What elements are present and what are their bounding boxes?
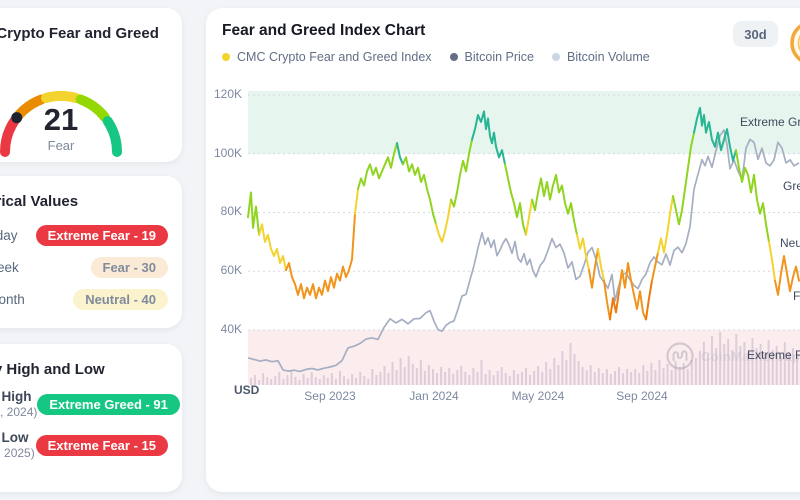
status-badge: Fear - 30 (90, 256, 168, 278)
gauge-arc (0, 91, 122, 158)
gauge-card-title: CMC Crypto Fear and Greed Index (0, 25, 159, 42)
historical-values-card: Historical Values Yesterday Extreme Fear… (0, 176, 182, 328)
legend-dot-icon (222, 53, 230, 61)
reward-badge-icon[interactable]: 1 (777, 15, 800, 73)
yearly-high-low-card: Yearly High and Low Yearly High (Nov 22,… (0, 344, 182, 492)
yearly-row-label: Yearly Low (Apr 06, 2025) (0, 430, 35, 461)
chart-legend: CMC Crypto Fear and Greed Index Bitcoin … (222, 50, 800, 64)
fear-greed-chart-card: Fear and Greed Index Chart CMC Crypto Fe… (206, 8, 800, 492)
historical-row-label: Yesterday (0, 227, 18, 243)
yearly-row: Yearly Low (Apr 06, 2025) Extreme Fear -… (0, 430, 168, 461)
legend-item-bitcoin-volume[interactable]: Bitcoin Volume (552, 50, 650, 64)
fear-greed-price-chart[interactable] (212, 85, 800, 425)
yearly-row-date: (Apr 06, 2025) (0, 445, 35, 460)
status-badge: Neutral - 40 (73, 288, 168, 310)
legend-dot-icon (449, 53, 458, 61)
chart-title: Fear and Greed Index Chart (222, 22, 426, 39)
legend-item-fear-greed-index[interactable]: CMC Crypto Fear and Greed Index (222, 50, 432, 64)
gauge-sentiment-label: Fear (47, 138, 75, 154)
historical-row-label: Last week (0, 259, 19, 275)
fear-greed-gauge-card: CMC Crypto Fear and Greed Index 21 Fear (0, 8, 182, 162)
historical-values-title: Historical Values (0, 193, 79, 210)
historical-row: Last month Neutral - 40 (0, 287, 168, 311)
status-badge: Extreme Fear - 19 (35, 224, 168, 246)
fear-greed-gauge: 21 Fear (0, 72, 136, 167)
legend-dot-icon (552, 53, 561, 61)
gauge-value: 21 (43, 102, 79, 138)
historical-row-label: Last month (0, 291, 25, 307)
status-badge: Extreme Fear - 15 (35, 434, 168, 456)
legend-item-bitcoin-price[interactable]: Bitcoin Price (449, 50, 534, 64)
range-selector-30d-button[interactable]: 30d (733, 21, 778, 47)
yearly-row-label: Yearly High (Nov 22, 2024) (0, 389, 37, 420)
status-badge: Extreme Greed - 91 (37, 393, 180, 415)
yearly-row-date: (Nov 22, 2024) (0, 405, 38, 420)
historical-row: Yesterday Extreme Fear - 19 (0, 223, 168, 247)
yearly-high-low-title: Yearly High and Low (0, 361, 105, 378)
historical-row: Last week Fear - 30 (0, 255, 168, 279)
yearly-row: Yearly High (Nov 22, 2024) Extreme Greed… (0, 389, 180, 420)
